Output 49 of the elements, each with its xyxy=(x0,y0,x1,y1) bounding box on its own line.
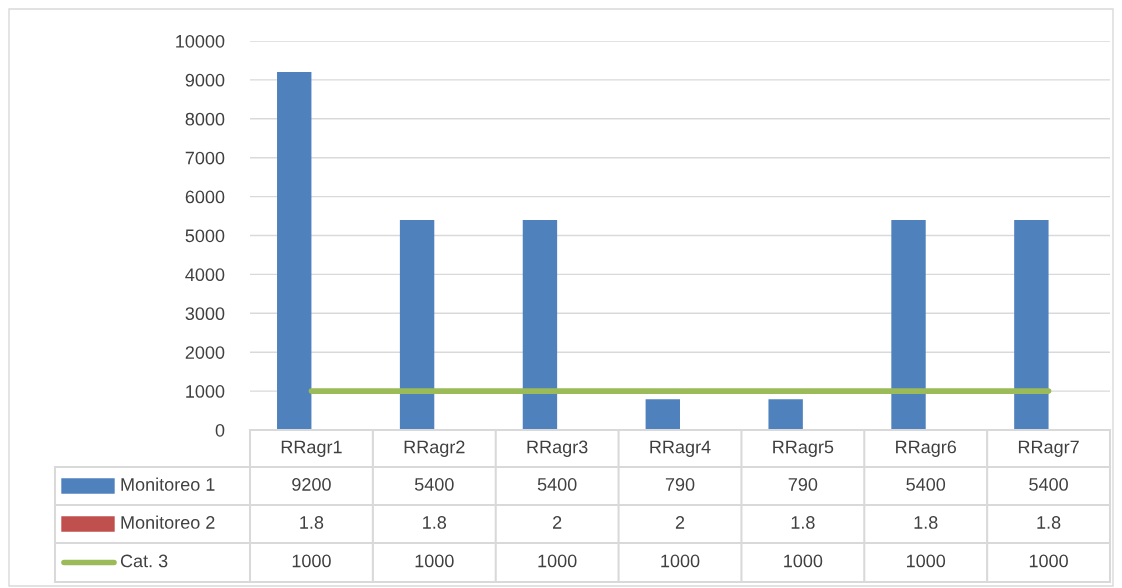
x-tick-label: RRagr1 xyxy=(281,440,342,457)
y-tick-label: 3000 xyxy=(185,307,225,321)
data-label: 1000 xyxy=(415,554,454,568)
bar xyxy=(1014,219,1049,430)
bar xyxy=(891,219,926,430)
y-tick-label: 6000 xyxy=(185,190,225,204)
data-label: 2 xyxy=(553,516,562,529)
y-tick-label: 2000 xyxy=(185,346,225,359)
x-tick-label: RRagr6 xyxy=(896,440,957,457)
data-label: 1000 xyxy=(907,554,946,568)
y-tick-label: 9000 xyxy=(185,73,225,87)
data-label: 5400 xyxy=(1029,478,1068,491)
bar xyxy=(277,72,312,430)
bar xyxy=(522,219,558,430)
data-label: 1000 xyxy=(1029,554,1068,568)
y-tick-label: 0 xyxy=(215,423,225,437)
data-label: 1000 xyxy=(292,554,331,568)
data-label: 5400 xyxy=(537,478,577,491)
x-tick-label: RRagr7 xyxy=(1018,440,1079,457)
data-label: 1000 xyxy=(538,554,577,568)
y-tick-label: 10000 xyxy=(176,34,225,48)
data-label: 1.8 xyxy=(300,516,324,529)
y-tick-label: 4000 xyxy=(185,268,225,282)
legend-label: Cat. 3 xyxy=(120,554,168,568)
legend-label: Monitoreo 1 xyxy=(121,477,215,491)
data-label: 1.8 xyxy=(1037,516,1061,529)
data-label: 790 xyxy=(665,478,695,491)
data-label: 1000 xyxy=(661,554,700,568)
data-label: 1.8 xyxy=(791,516,815,529)
y-tick-label: 8000 xyxy=(185,112,225,126)
x-tick-label: RRagr4 xyxy=(650,440,711,457)
x-tick-label: RRagr3 xyxy=(527,440,588,457)
data-label: 790 xyxy=(788,478,818,491)
x-tick-label: RRagr2 xyxy=(404,440,465,457)
y-tick-label: 5000 xyxy=(185,229,225,243)
x-tick-label: RRagr5 xyxy=(773,440,834,457)
data-label: 9200 xyxy=(292,478,331,491)
data-label: 1.8 xyxy=(914,516,938,529)
bar xyxy=(645,399,680,430)
bar xyxy=(399,219,435,430)
data-label: 1.8 xyxy=(423,516,447,529)
y-tick-label: 7000 xyxy=(185,151,225,165)
y-tick-label: 1000 xyxy=(186,385,225,398)
data-label: 2 xyxy=(675,516,685,529)
bar xyxy=(768,399,803,430)
data-label: 5400 xyxy=(906,478,946,491)
data-label: 5400 xyxy=(414,478,454,491)
data-label: 1000 xyxy=(784,554,823,568)
legend-label: Monitoreo 2 xyxy=(121,515,215,529)
